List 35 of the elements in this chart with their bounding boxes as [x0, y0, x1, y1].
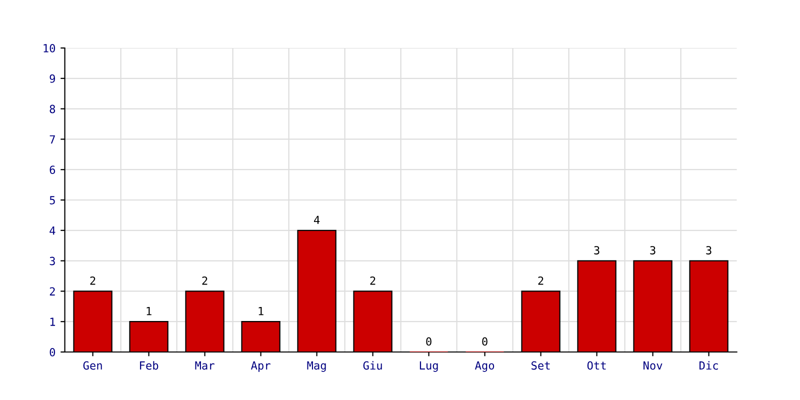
data-label: 0: [426, 337, 432, 346]
x-tick-label: Ago: [474, 361, 494, 372]
y-tick-label: 10: [44, 44, 56, 52]
y-tick-label: 0: [50, 348, 56, 356]
y-tick-label: 6: [50, 166, 56, 174]
x-tick-label: Apr: [250, 361, 270, 372]
data-label: 2: [90, 276, 96, 285]
y-tick-label: 7: [50, 135, 55, 144]
y-tick-label: 3: [50, 256, 55, 266]
x-tick-label: Giu: [363, 361, 382, 370]
x-tick-label: Mag: [307, 361, 326, 372]
data-label: 3: [594, 246, 600, 254]
x-tick-label: Mar: [195, 361, 214, 370]
data-label: 3: [650, 246, 656, 254]
data-label: 2: [370, 276, 376, 285]
y-tick-label: 1: [50, 318, 56, 326]
y-tick-label: 5: [50, 196, 55, 204]
y-tick-label: 4: [50, 226, 56, 235]
x-tick-label: Ott: [587, 361, 606, 370]
y-tick-label: 9: [50, 74, 56, 83]
data-label: 2: [202, 276, 208, 285]
data-label: 1: [146, 307, 152, 316]
data-label: 0: [482, 337, 488, 346]
data-label: 1: [258, 307, 264, 316]
data-label: 3: [706, 246, 712, 254]
x-tick-label: Set: [532, 361, 550, 370]
data-label: 4: [314, 216, 320, 224]
data-label: 2: [538, 276, 544, 285]
y-tick-label: 8: [50, 104, 56, 114]
x-tick-label: Lug: [420, 361, 438, 372]
x-tick-label: Nov: [644, 361, 662, 370]
y-tick-label: 2: [50, 287, 55, 296]
x-tick-label: Feb: [140, 361, 158, 370]
x-tick-label: Dic: [700, 361, 718, 370]
x-tick-label: Gen: [83, 361, 102, 370]
